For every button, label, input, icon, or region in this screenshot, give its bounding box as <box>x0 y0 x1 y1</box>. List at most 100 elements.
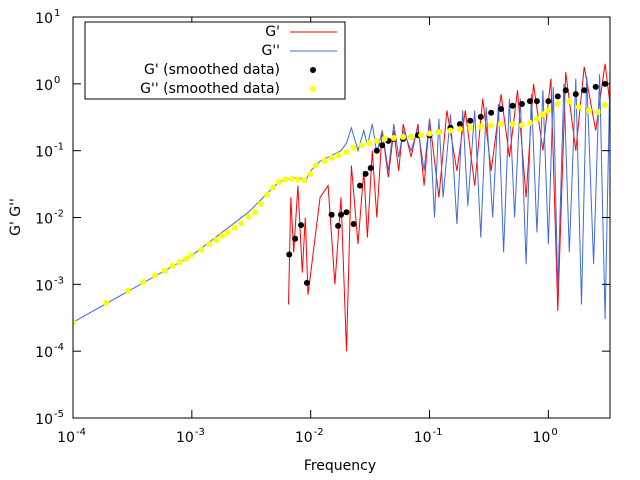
data-point <box>343 209 350 216</box>
y-tick-label: 10 <box>35 345 53 361</box>
data-point <box>477 113 484 120</box>
y-tick-label: 10 <box>35 278 53 294</box>
data-point <box>456 126 463 133</box>
data-point <box>367 165 374 172</box>
data-point <box>292 235 299 242</box>
x-tick-label-exp: -4 <box>76 427 86 438</box>
legend-swatch <box>310 86 316 92</box>
data-point <box>586 107 593 114</box>
data-point <box>169 262 176 269</box>
x-tick-label: 10 <box>57 430 75 446</box>
data-point <box>545 107 552 114</box>
data-point <box>362 170 369 177</box>
data-point <box>245 213 252 220</box>
data-point <box>456 121 463 128</box>
data-point <box>539 111 546 118</box>
data-point <box>303 279 310 286</box>
x-tick-label: 10 <box>176 430 194 446</box>
data-point <box>161 267 168 274</box>
data-point <box>526 98 533 105</box>
data-point <box>219 232 226 239</box>
legend-box <box>84 21 346 100</box>
data-point <box>73 319 76 326</box>
data-point <box>592 83 599 90</box>
data-point <box>594 108 601 115</box>
data-point <box>426 130 433 137</box>
y-tick-label-exp: -5 <box>54 409 64 420</box>
data-point <box>533 115 540 122</box>
data-point <box>328 154 335 161</box>
plot-area <box>73 63 610 352</box>
data-point <box>533 98 540 105</box>
data-point <box>257 200 264 207</box>
data-point <box>545 98 552 105</box>
x-tick-label-exp: -2 <box>314 427 324 438</box>
y-tick-label-exp: -2 <box>54 209 64 220</box>
data-point <box>519 100 526 107</box>
data-point <box>373 147 380 154</box>
data-point <box>312 162 319 169</box>
data-point <box>435 129 442 136</box>
y-tick-label-exp: -3 <box>54 275 64 286</box>
x-tick-label: 10 <box>414 430 432 446</box>
data-point <box>509 102 516 109</box>
legend-swatch <box>310 67 316 73</box>
data-point <box>182 255 189 262</box>
data-point <box>562 87 569 94</box>
data-point <box>350 220 357 227</box>
data-point <box>198 246 205 253</box>
data-point <box>294 176 301 183</box>
data-point <box>554 100 561 107</box>
data-point <box>224 229 231 236</box>
data-point <box>238 220 245 227</box>
data-point <box>498 121 505 128</box>
data-point <box>498 106 505 113</box>
data-point <box>358 142 365 149</box>
y-tick-label: 10 <box>35 145 53 161</box>
data-point <box>269 184 276 191</box>
data-point <box>140 279 147 286</box>
data-point <box>379 142 386 149</box>
data-point <box>488 109 495 116</box>
data-point <box>176 259 183 266</box>
data-point <box>400 134 407 141</box>
x-tick-label-exp: 0 <box>551 427 557 438</box>
data-point <box>152 272 159 279</box>
x-tick-label-exp: -1 <box>433 427 443 438</box>
data-point <box>264 191 271 198</box>
y-axis-label: G' G'' <box>8 198 24 236</box>
legend-label: G'' <box>261 43 280 59</box>
data-point <box>350 144 357 151</box>
data-point <box>572 91 579 98</box>
data-point <box>286 251 293 258</box>
data-point <box>338 211 345 218</box>
y-tick-label-exp: 1 <box>54 8 60 19</box>
data-point <box>252 209 259 216</box>
data-point <box>206 241 213 248</box>
x-tick-label: 10 <box>533 430 551 446</box>
data-point <box>275 178 282 185</box>
data-point <box>447 127 454 134</box>
data-point <box>418 132 425 139</box>
data-point <box>231 224 238 231</box>
x-axis-label: Frequency <box>304 458 376 474</box>
data-point <box>373 137 380 144</box>
x-tick-label-exp: -3 <box>195 427 205 438</box>
data-point <box>509 121 516 128</box>
data-point <box>335 222 342 229</box>
data-point <box>321 158 328 165</box>
data-point <box>381 135 388 142</box>
data-point <box>335 152 342 159</box>
data-point <box>390 134 397 141</box>
data-point <box>477 123 484 130</box>
data-point <box>103 299 110 306</box>
data-point <box>188 252 195 259</box>
y-tick-label-exp: 0 <box>54 75 60 86</box>
legend-label: G' <box>265 24 280 40</box>
data-point <box>282 176 289 183</box>
data-point <box>328 211 335 218</box>
data-point <box>213 237 220 244</box>
data-point <box>366 140 373 147</box>
data-point <box>408 134 415 141</box>
